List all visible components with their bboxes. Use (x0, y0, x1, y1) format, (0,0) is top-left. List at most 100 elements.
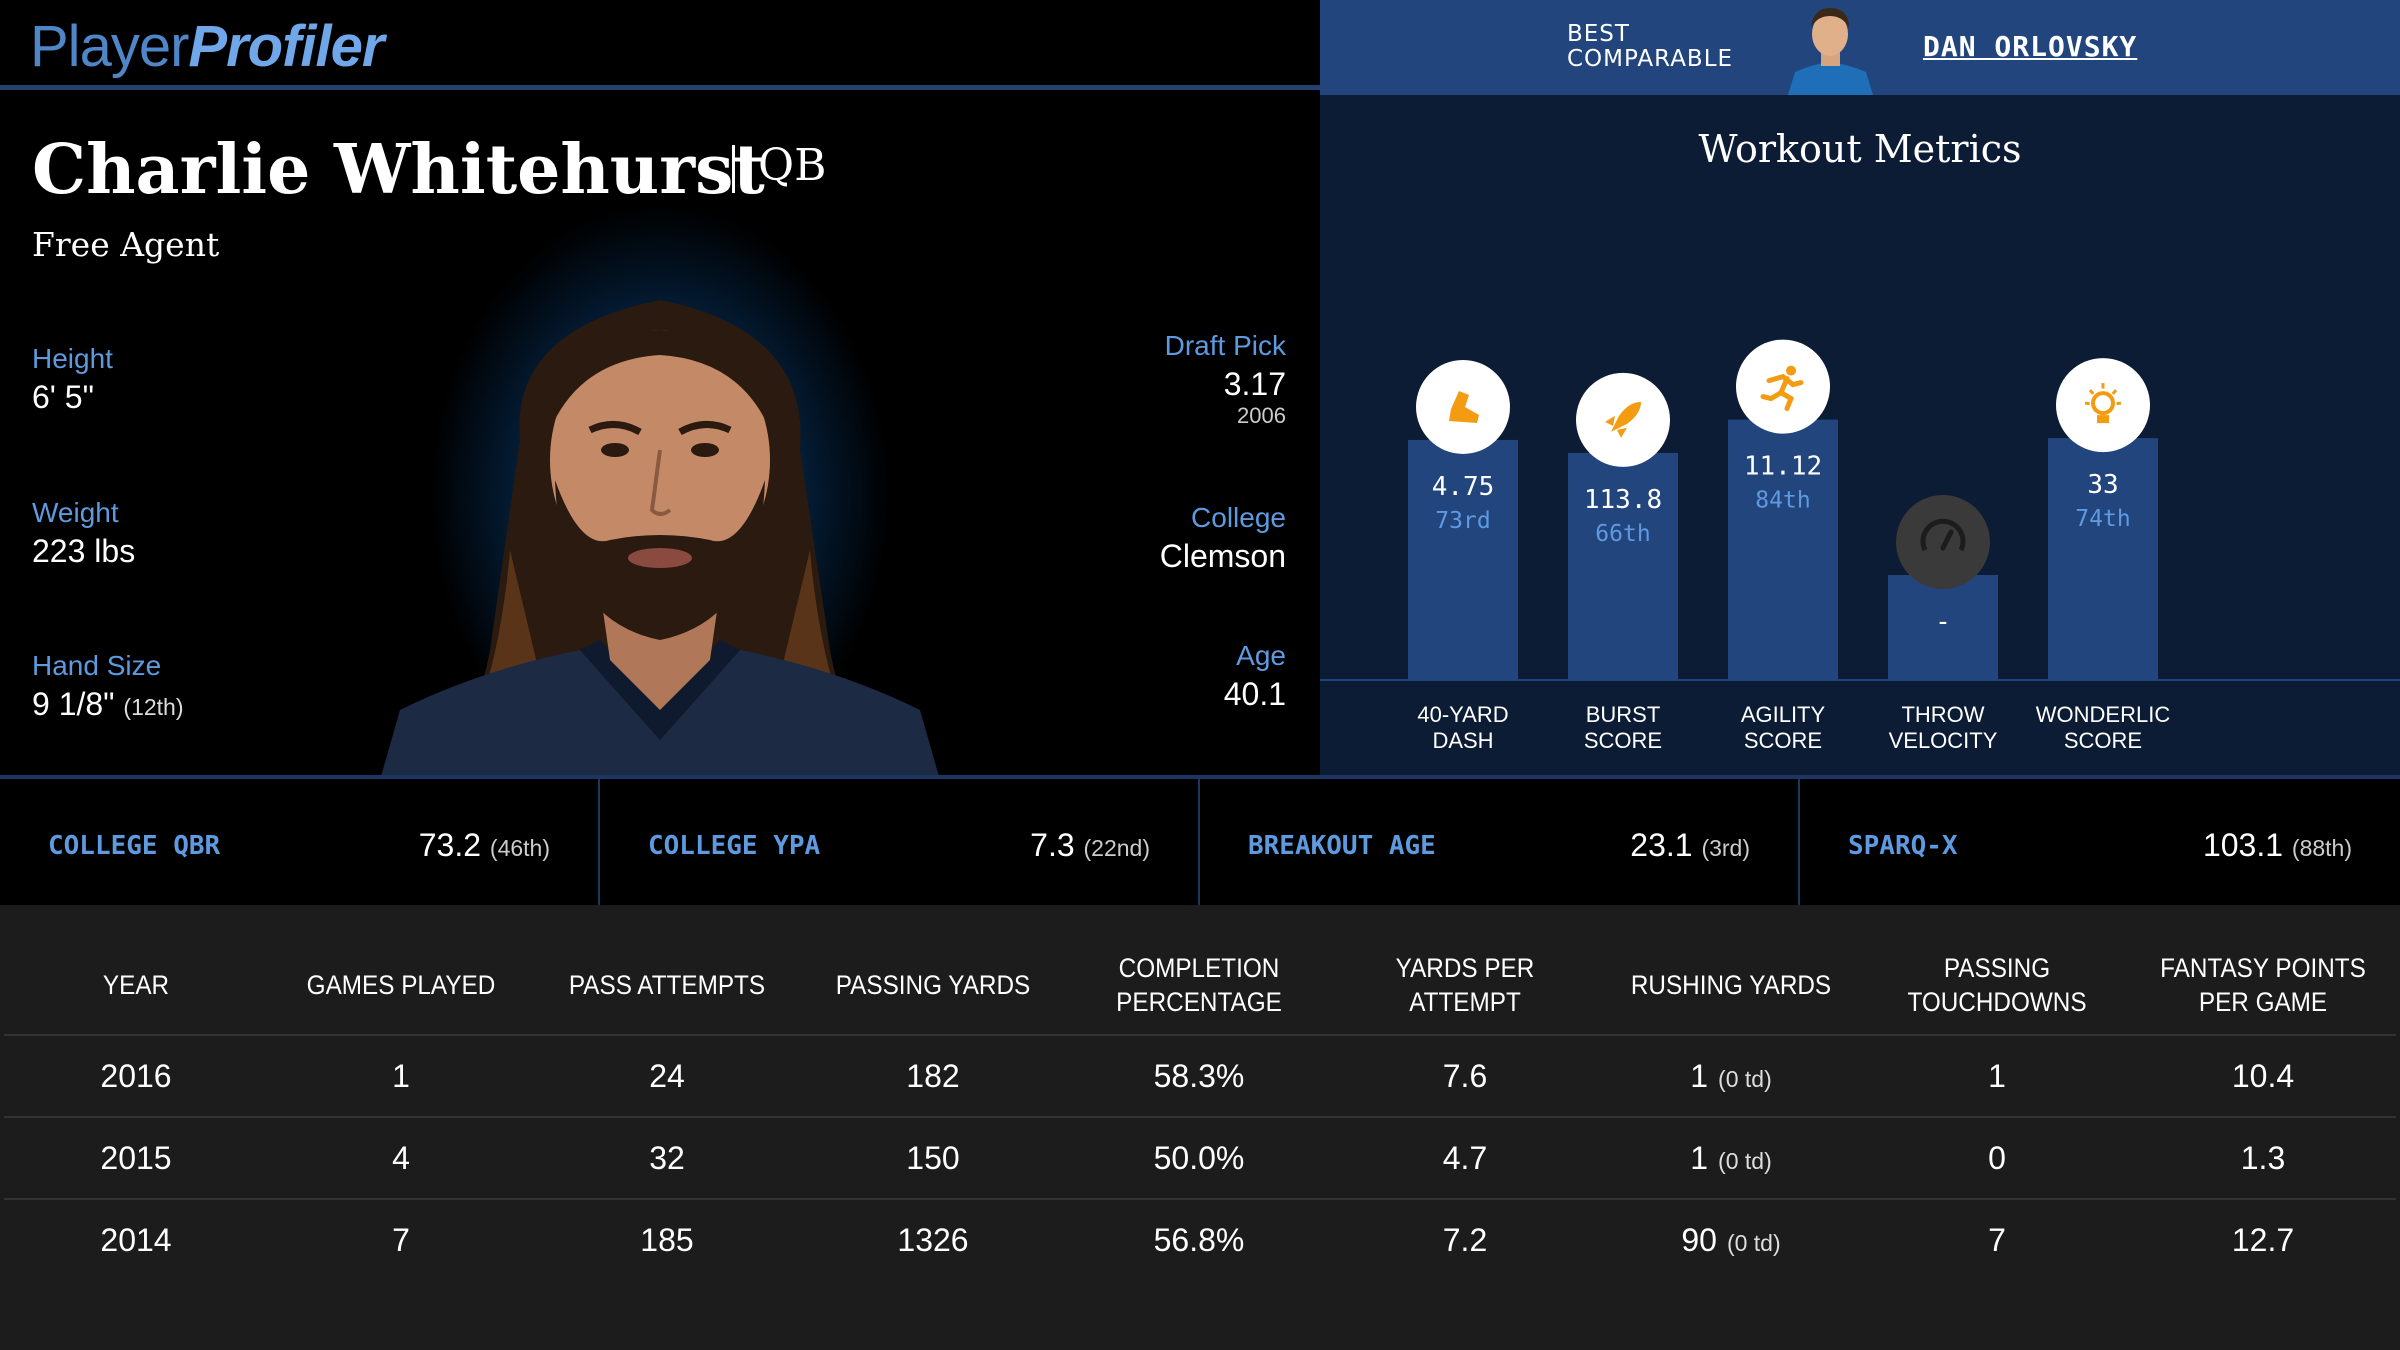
height-value: 6' 5" (32, 379, 94, 415)
column-header-fantasy-points[interactable]: FANTASY POINTS PER GAME (2143, 935, 2383, 1036)
metric-label: COLLEGE YPA (648, 831, 821, 861)
metric-college-ypa: COLLEGE YPA 7.3 (22nd) (600, 779, 1200, 905)
metric-value: 7.3 (22nd) (1030, 827, 1150, 864)
player-position: QB (758, 140, 827, 191)
table-row: 2015 4 32 150 50.0% 4.7 1 (0 td) 0 1.3 (4, 1117, 2396, 1200)
logo-part-profiler: Profiler (188, 14, 384, 79)
draft-pick-value: 3.17 (1223, 366, 1286, 402)
height-stat: Height 6' 5" (32, 343, 113, 416)
metric-number: 23.1 (1630, 827, 1693, 863)
cell-rushing: 90 (0 td) (1598, 1199, 1864, 1281)
column-header-passing-touchdowns[interactable]: PASSING TOUCHDOWNS (1877, 935, 2117, 1036)
logo-part-player: Player (30, 14, 189, 79)
cell-touchdowns: 7 (1988, 1222, 2006, 1258)
best-comparable-label-line1: BEST (1567, 21, 1630, 47)
bar-label-wonderlic-score: WONDERLIC (2036, 702, 2171, 727)
metric-number: 7.3 (1030, 827, 1075, 863)
metric-value: 103.1 (88th) (2203, 827, 2352, 864)
cell-yards: 182 (800, 1035, 1066, 1118)
cell-year: 2016 (4, 1035, 268, 1118)
age-stat: Age 40.1 (1224, 640, 1286, 713)
cell-games: 7 (392, 1222, 410, 1258)
metric-label: SPARQ-X (1848, 831, 1958, 861)
column-header-passing-yards[interactable]: PASSING YARDS (813, 935, 1053, 1036)
rushing-yards: 1 (1690, 1057, 1709, 1094)
bar-label-40-yard-dash: DASH (1432, 728, 1493, 753)
cell-fantasy-points: 1.3 (2130, 1117, 2396, 1200)
metric-college-qbr: COLLEGE QBR 73.2 (46th) (0, 779, 600, 905)
lightbulb-icon (2056, 358, 2150, 453)
column-header-yards-per-attempt[interactable]: YARDS PER ATTEMPT (1345, 935, 1585, 1036)
workout-metrics-chart: 4.7573rd40-YARDDASH113.866thBURSTSCORE11… (1320, 339, 2400, 753)
comparable-player-photo (1788, 8, 1873, 95)
cell-ypa: 7.6 (1332, 1035, 1598, 1118)
metric-value: 23.1 (3rd) (1630, 827, 1750, 864)
logo-bar: PlayerProfiler (0, 0, 1320, 90)
draft-year: 2006 (1237, 403, 1286, 428)
best-comparable-label: BEST COMPARABLE (1567, 22, 1733, 72)
cell-completion: 56.8% (1153, 1222, 1245, 1258)
college-stat: College Clemson (1160, 502, 1286, 575)
best-comparable-link[interactable]: DAN ORLOVSKY (1923, 30, 2138, 63)
cell-completion: 58.3% (1066, 1035, 1332, 1118)
rushing-yards: 90 (1681, 1222, 1717, 1258)
column-header-year[interactable]: YEAR (17, 935, 255, 1036)
speedometer-icon (1896, 495, 1990, 589)
weight-value: 223 lbs (32, 533, 136, 569)
hand-size-value: 9 1/8" (12th) (32, 686, 184, 723)
table-row: 2014 7 185 1326 56.8% 7.2 90 (0 td) 7 12.… (4, 1199, 2396, 1281)
bar-burst-score (1568, 452, 1678, 680)
weight-label: Weight (32, 497, 119, 528)
metric-rank: (22nd) (1083, 835, 1150, 861)
rushing-td: (0 td) (1718, 1147, 1772, 1174)
bar-label-burst-score: SCORE (1584, 728, 1662, 753)
cell-yards: 150 (800, 1117, 1066, 1200)
cell-touchdowns: 0 (1864, 1117, 2130, 1200)
cell-attempts: 24 (534, 1035, 800, 1118)
season-stats-table: YEAR GAMES PLAYED PASS ATTEMPTS PASSING … (4, 935, 2396, 1281)
bar-label-burst-score: BURST (1586, 702, 1661, 727)
column-header-pass-attempts[interactable]: PASS ATTEMPTS (547, 935, 787, 1036)
rushing-td: (0 td) (1718, 1065, 1772, 1092)
player-photo (381, 300, 939, 775)
cell-fantasy-points: 10.4 (2130, 1035, 2396, 1118)
name-divider (732, 145, 735, 193)
shoe-icon (1416, 359, 1510, 454)
hand-size-label: Hand Size (32, 650, 162, 681)
age-label: Age (1236, 640, 1286, 671)
workout-metrics-panel: Workout Metrics 4.75 73rd 40-YARD DASH 113.8… (1320, 95, 2400, 775)
metric-rank: (3rd) (1701, 835, 1750, 861)
player-panel: Charlie Whitehurst QB Free Agent Height … (0, 95, 1320, 775)
bar-label-40-yard-dash: 40-YARD (1417, 702, 1508, 727)
weight-stat: Weight 223 lbs (32, 497, 135, 570)
bar-percentile-burst-score: 66th (1595, 521, 1650, 547)
table-header-row: YEAR GAMES PLAYED PASS ATTEMPTS PASSING … (4, 935, 2396, 1036)
bar-agility-score (1728, 419, 1838, 680)
cell-rushing: 1 (0 td) (1598, 1035, 1864, 1118)
metric-value: 73.2 (46th) (419, 827, 550, 864)
bar-label-throw-velocity: VELOCITY (1889, 728, 1998, 753)
hand-size-number: 9 1/8" (32, 686, 115, 722)
season-stats-panel: YEAR GAMES PLAYED PASS ATTEMPTS PASSING … (0, 905, 2400, 1350)
bar-value-throw-velocity: - (1935, 607, 1951, 637)
table-row: 2016 1 24 182 58.3% 7.6 1 (0 td) 1 10.4 (4, 1035, 2396, 1118)
column-header-completion-percentage[interactable]: COMPLETION PERCENTAGE (1079, 935, 1319, 1036)
site-logo[interactable]: PlayerProfiler (30, 12, 384, 80)
bar-value-agility-score: 11.12 (1744, 452, 1822, 482)
bar-percentile-agility-score: 84th (1755, 488, 1810, 514)
workout-metrics-title: Workout Metrics (1698, 127, 2022, 171)
bar-value-40-yard-dash: 4.75 (1432, 472, 1495, 502)
metric-rank: (88th) (2291, 835, 2352, 861)
cell-completion: 50.0% (1066, 1117, 1332, 1200)
cell-ypa: 4.7 (1332, 1117, 1598, 1200)
bar-percentile-wonderlic-score: 74th (2075, 506, 2130, 532)
bar-label-wonderlic-score: SCORE (2064, 728, 2142, 753)
metric-label: COLLEGE QBR (48, 831, 221, 861)
column-header-rushing-yards[interactable]: RUSHING YARDS (1611, 935, 1851, 1036)
rushing-yards: 1 (1690, 1139, 1709, 1176)
player-team: Free Agent (32, 225, 220, 264)
college-value: Clemson (1159, 538, 1286, 574)
cell-year: 2015 (4, 1117, 268, 1200)
column-header-games-played[interactable]: GAMES PLAYED (281, 935, 521, 1036)
cell-games: 1 (268, 1035, 534, 1118)
